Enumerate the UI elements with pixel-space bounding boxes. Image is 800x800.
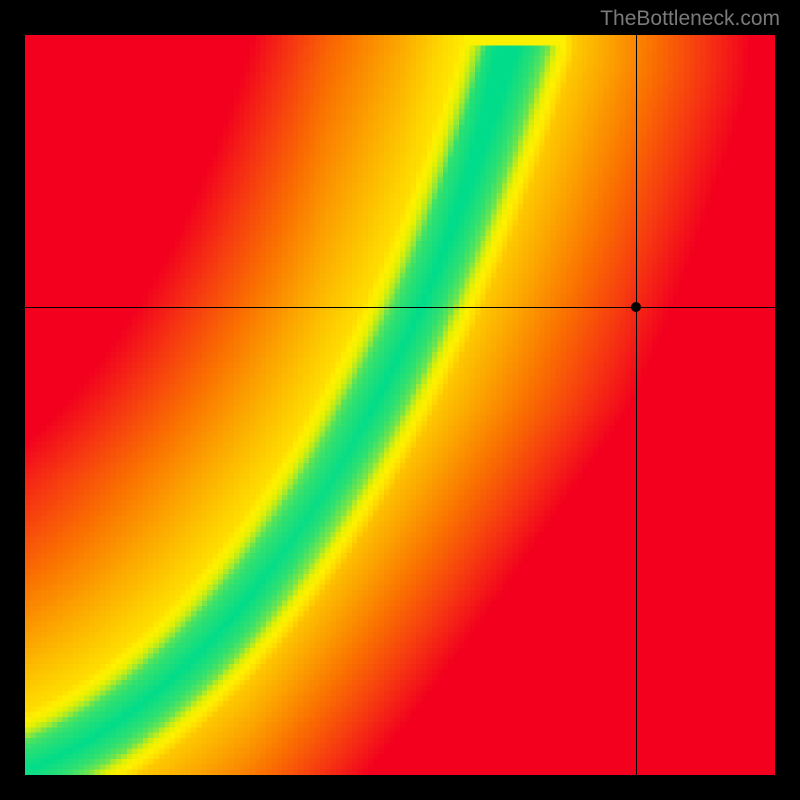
watermark-text: TheBottleneck.com [600,7,780,31]
plot-area [25,35,775,775]
crosshair-vertical [636,35,637,775]
heatmap-canvas [25,35,775,775]
crosshair-marker [631,302,641,312]
crosshair-horizontal [25,307,775,308]
